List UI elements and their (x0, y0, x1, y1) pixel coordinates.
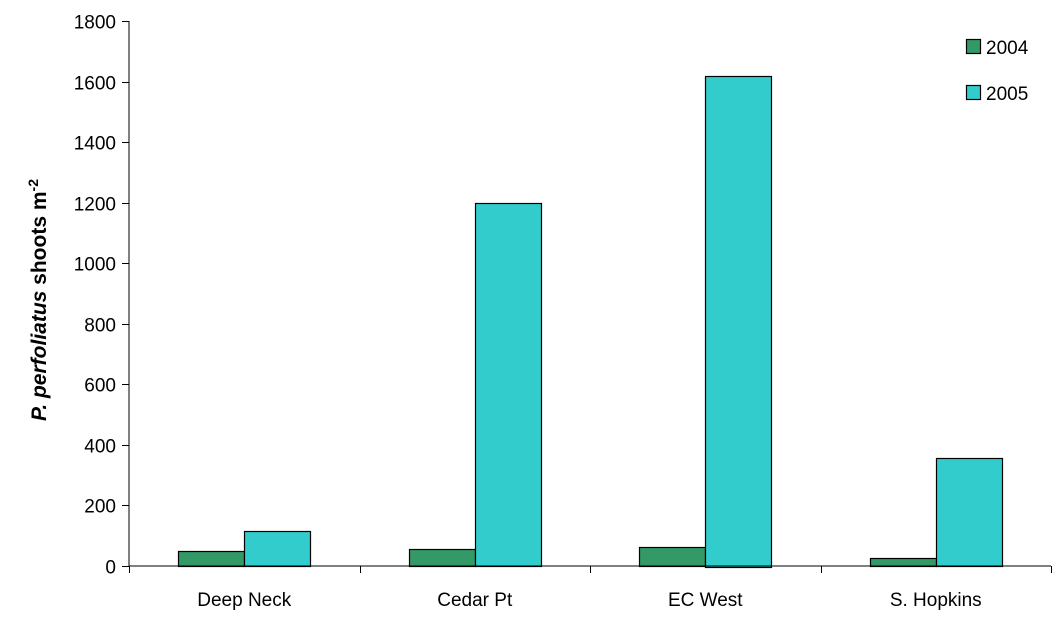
bar-2005-ec-west (704, 75, 773, 569)
bar-2005-s-hopkins (935, 457, 1004, 568)
bar-2005-deep-neck (243, 530, 312, 568)
legend-label: 2004 (986, 38, 1029, 59)
y-tick-label: 0 (105, 558, 116, 579)
y-tick-label: 1200 (74, 195, 116, 216)
y-tick-label: 600 (84, 376, 116, 397)
y-tick-label: 800 (84, 316, 116, 337)
bar-2005-cedar-pt (474, 202, 543, 568)
legend-swatch (965, 84, 982, 101)
x-tick-label: S. Hopkins (890, 590, 982, 611)
y-tick-label: 1400 (74, 134, 116, 155)
y-tick-label: 1800 (74, 13, 116, 34)
bar-2004-s-hopkins (869, 557, 938, 568)
y-tick-label: 200 (84, 497, 116, 518)
y-tick-label: 1000 (74, 255, 116, 276)
y-axis-label-species: P. perfoliatus (28, 291, 51, 421)
x-tick-label: Deep Neck (197, 590, 291, 611)
bar-2004-ec-west (638, 546, 707, 568)
y-ticks: 0 200 400 600 800 1000 1200 1400 1600 1800 (74, 13, 129, 579)
y-tick-label: 1600 (74, 74, 116, 95)
legend-swatch (965, 38, 982, 55)
bar-2004-cedar-pt (408, 548, 477, 568)
x-tick-label: Cedar Pt (437, 590, 513, 611)
y-tick-label: 400 (84, 437, 116, 458)
y-axis-label: P. perfoliatus shoots m-2 (25, 179, 51, 421)
axes-layer (128, 21, 1051, 567)
y-axis-label-superscript: -2 (25, 179, 41, 192)
y-axis-label-rest: shoots m (28, 191, 51, 290)
x-ticks: Deep Neck Cedar Pt EC West S. Hopkins (128, 566, 1053, 611)
bars-layer (177, 75, 1004, 569)
legend: 2004 2005 (965, 38, 1029, 105)
bar-2004-deep-neck (177, 550, 246, 568)
x-tick-label: EC West (668, 590, 743, 611)
legend-label: 2005 (986, 84, 1028, 105)
